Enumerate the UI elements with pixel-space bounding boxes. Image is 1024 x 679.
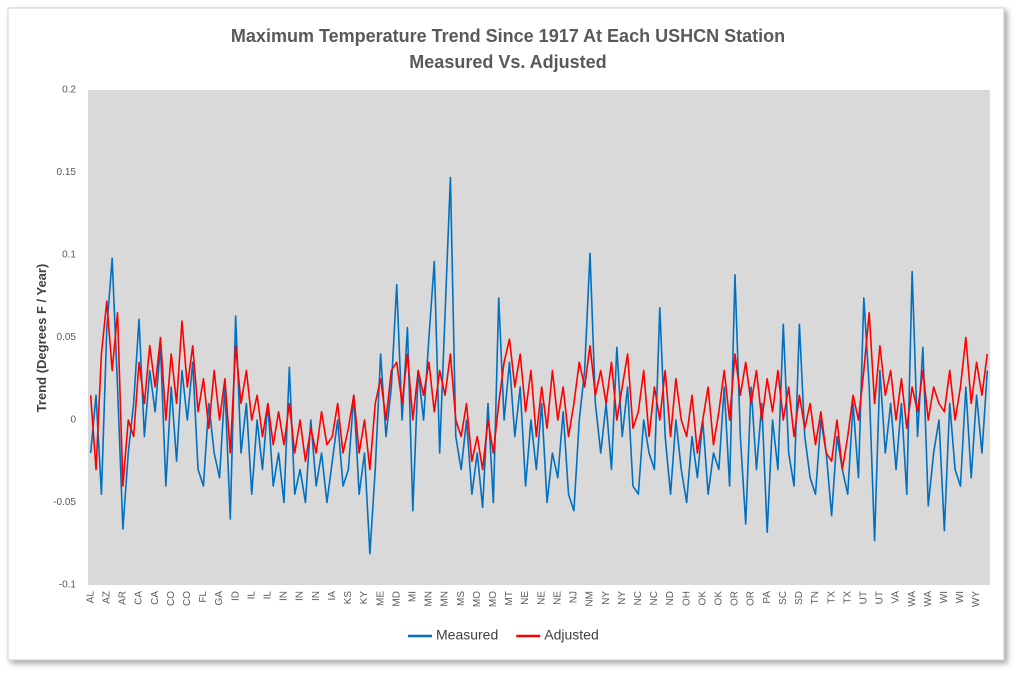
x-tick-label: OK — [697, 591, 708, 606]
x-tick-label: AR — [118, 591, 129, 605]
x-tick-label: UT — [858, 591, 869, 604]
y-tick-label: -0.1 — [59, 580, 77, 591]
x-tick-label: MT — [504, 591, 515, 605]
y-tick-label: 0.1 — [62, 250, 76, 261]
plot-area — [88, 90, 990, 585]
series-line — [89, 300, 989, 487]
x-tick-label: CO — [182, 591, 193, 606]
x-tick-label: SC — [778, 591, 789, 605]
x-tick-label: NE — [520, 591, 531, 605]
x-tick-label: PA — [762, 591, 773, 604]
x-tick-label: IA — [327, 591, 338, 601]
x-tick-label: IL — [246, 591, 257, 600]
x-tick-label: IL — [263, 591, 274, 600]
x-tick-label: MO — [488, 591, 499, 607]
x-tick-label: NC — [649, 591, 660, 605]
x-tick-label: TN — [810, 591, 821, 604]
x-tick-label: MS — [456, 591, 467, 606]
x-tick-label: KS — [343, 591, 354, 605]
x-tick-label: WY — [971, 591, 982, 607]
chart-subtitle: Measured Vs. Adjusted — [409, 52, 606, 72]
y-tick-label: 0.05 — [57, 332, 77, 343]
x-tick-label: ND — [665, 591, 676, 605]
x-tick-label: NC — [633, 591, 644, 605]
x-tick-label: TX — [842, 591, 853, 604]
x-tick-label: WI — [939, 591, 950, 603]
series-line — [89, 176, 989, 555]
x-tick-label: OK — [714, 591, 725, 606]
x-tick-label: ME — [375, 591, 386, 606]
x-tick-label: CO — [166, 591, 177, 606]
x-tick-label: OR — [746, 591, 757, 606]
x-tick-label: FL — [198, 591, 209, 603]
x-tick-label: ID — [230, 591, 241, 601]
x-tick-label: AZ — [101, 591, 112, 604]
x-tick-label: OH — [681, 591, 692, 606]
x-tick-label: WA — [923, 591, 934, 607]
x-tick-label: UT — [875, 591, 886, 604]
x-tick-label: NY — [601, 591, 612, 605]
y-tick-label: 0.2 — [62, 85, 76, 96]
x-tick-label: MO — [472, 591, 483, 607]
x-tick-label: SD — [794, 591, 805, 605]
x-tick-label: CA — [134, 591, 145, 605]
y-axis-title: Trend (Degrees F / Year) — [34, 264, 49, 413]
x-tick-label: TX — [826, 591, 837, 604]
chart-title: Maximum Temperature Trend Since 1917 At … — [231, 26, 785, 46]
x-tick-label: KY — [359, 591, 370, 605]
x-tick-label: NY — [617, 591, 628, 605]
x-tick-label: NE — [536, 591, 547, 605]
y-tick-label: -0.05 — [53, 497, 76, 508]
legend-label: Adjusted — [544, 627, 598, 643]
x-tick-label: NE — [552, 591, 563, 605]
x-tick-label: IN — [311, 591, 322, 601]
x-tick-label: NM — [585, 591, 596, 607]
x-tick-label: GA — [214, 591, 225, 606]
x-tick-label: IN — [279, 591, 290, 601]
x-tick-label: MI — [407, 591, 418, 602]
x-tick-label: OR — [730, 591, 741, 606]
x-tick-label: WI — [955, 591, 966, 603]
legend-label: Measured — [436, 627, 498, 643]
x-tick-label: IN — [295, 591, 306, 601]
x-tick-label: NJ — [569, 591, 580, 603]
x-tick-label: AL — [85, 591, 96, 604]
y-tick-label: 0 — [70, 415, 76, 426]
x-tick-label: MN — [424, 591, 435, 607]
y-tick-label: 0.15 — [57, 167, 77, 178]
x-tick-label: VA — [891, 591, 902, 604]
x-tick-label: WA — [907, 591, 918, 607]
x-tick-label: MD — [391, 591, 402, 607]
x-tick-label: CA — [150, 591, 161, 605]
x-tick-label: MN — [440, 591, 451, 607]
